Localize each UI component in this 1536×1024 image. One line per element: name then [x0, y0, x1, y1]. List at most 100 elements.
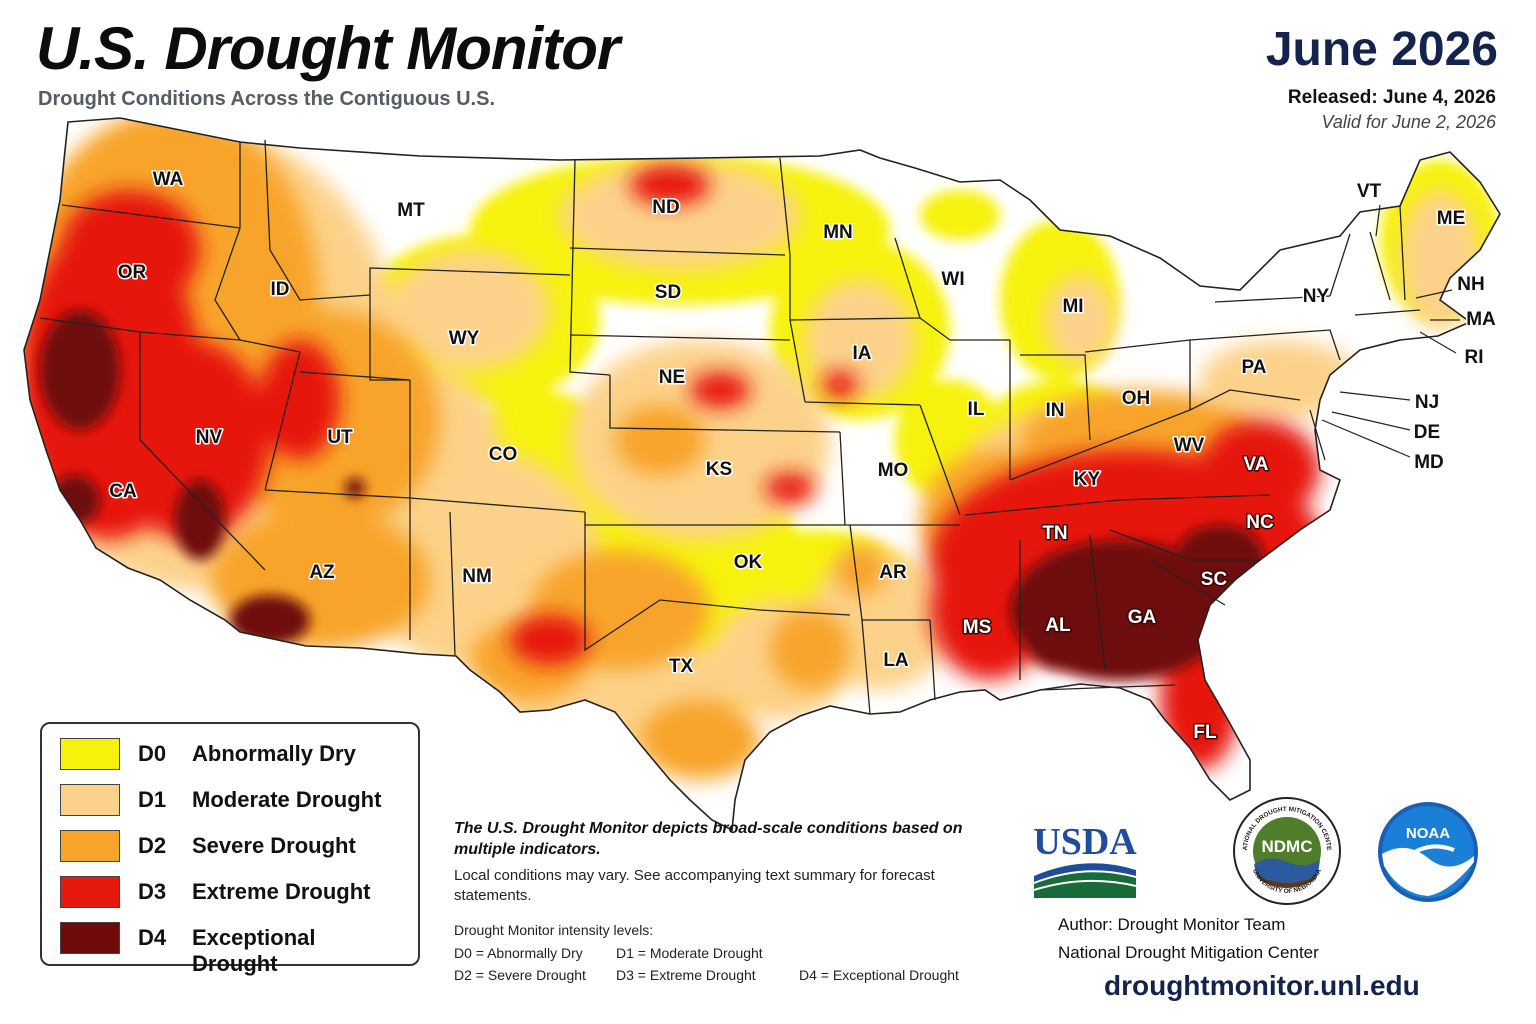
legend-code: D4 — [138, 925, 167, 950]
author: Author: Drought Monitor Team — [1058, 915, 1286, 934]
level-d0: D0 = Abnormally Dry — [454, 945, 583, 961]
state-label-az: AZ — [309, 562, 335, 583]
state-label-ms: MS — [963, 617, 992, 638]
state-label-wy: WY — [449, 328, 480, 349]
state-label-fl: FL — [1193, 722, 1217, 743]
level-d3: D3 = Extreme Drought — [616, 967, 756, 983]
state-label-mi: MI — [1062, 296, 1083, 317]
legend-item-d3: D3 Extreme Drought — [60, 876, 400, 910]
legend-label: Exceptional Drought — [192, 925, 316, 976]
state-label-ma: MA — [1466, 309, 1496, 330]
state-label-nj: NJ — [1415, 392, 1439, 413]
state-label-wv: WV — [1174, 435, 1205, 456]
state-label-oh: OH — [1122, 388, 1151, 409]
map-title: U.S. Drought Monitor — [36, 15, 620, 82]
leader-line-ri — [1419, 331, 1457, 354]
state-label-co: CO — [489, 444, 518, 465]
usda-logo-text: USDA — [1033, 821, 1137, 863]
usda-logo: USDA — [1033, 821, 1137, 898]
legend-swatch-d0 — [60, 738, 120, 770]
state-label-ri: RI — [1465, 347, 1484, 368]
state-label-sd: SD — [655, 282, 681, 303]
legend-code: D0 — [138, 741, 167, 766]
note-main: The U.S. Drought Monitor depicts broad-s… — [454, 820, 963, 858]
legend-swatch-d2 — [60, 830, 120, 862]
state-label-al: AL — [1045, 615, 1071, 636]
legend-item-d4: D4 Exceptional Drought — [60, 922, 400, 976]
state-label-mn: MN — [823, 222, 853, 243]
state-label-vt: VT — [1357, 181, 1382, 202]
state-label-ne: NE — [659, 367, 685, 388]
state-label-nm: NM — [462, 566, 492, 587]
state-label-va: VA — [1244, 454, 1269, 475]
leader-line-nj — [1339, 391, 1411, 401]
legend-item-d0: D0 Abnormally Dry — [60, 738, 400, 772]
legend-swatch-d1 — [60, 784, 120, 816]
legend-code: D2 — [138, 833, 167, 858]
state-labels: WA OR CA ID NV MT WY UT AZ CO NM ND SD NE KS OK TX MN IA MO… — [108, 168, 1498, 745]
organization: National Drought Mitigation Center — [1058, 943, 1319, 962]
state-label-wi: WI — [941, 269, 964, 290]
leader-line-de — [1331, 411, 1411, 431]
state-label-nh: NH — [1457, 274, 1484, 295]
website-link[interactable]: droughtmonitor.unl.edu — [1104, 970, 1420, 1001]
state-label-id: ID — [271, 279, 290, 300]
state-label-nc: NC — [1246, 512, 1274, 533]
valid-date: Valid for June 2, 2026 — [1321, 112, 1496, 132]
state-borders — [23, 117, 1501, 832]
map-subtitle: Drought Conditions Across the Contiguous… — [38, 88, 496, 110]
legend-swatch-d4 — [60, 922, 120, 954]
state-label-wa: WA — [153, 169, 184, 190]
state-label-ut: UT — [327, 427, 353, 448]
layer-d4 — [40, 310, 1265, 680]
legend-swatch-d3 — [60, 876, 120, 908]
legend-label: Extreme Drought — [192, 879, 371, 904]
state-label-ga: GA — [1128, 607, 1157, 628]
level-d2: D2 = Severe Drought — [454, 967, 586, 983]
state-label-ks: KS — [706, 459, 732, 480]
state-label-or: OR — [118, 262, 147, 283]
state-label-nd: ND — [652, 197, 679, 218]
leader-line-md — [1321, 419, 1411, 458]
leader-line-vt — [1375, 204, 1381, 237]
state-label-ok: OK — [734, 552, 763, 573]
ndmc-logo-text: NDMC — [1262, 837, 1313, 856]
legend: D0 Abnormally Dry D1 Moderate Drought D2… — [40, 722, 420, 976]
state-label-sc: SC — [1201, 569, 1228, 590]
state-label-tn: TN — [1042, 523, 1067, 544]
noaa-logo: NOAA — [1378, 802, 1478, 902]
state-label-tx: TX — [669, 656, 694, 677]
map-date: June 2026 — [1265, 23, 1498, 76]
state-label-pa: PA — [1242, 357, 1267, 378]
state-label-ar: AR — [879, 562, 907, 583]
state-label-mo: MO — [878, 460, 909, 481]
state-label-in: IN — [1046, 400, 1065, 421]
noaa-logo-text: NOAA — [1406, 825, 1450, 842]
state-label-de: DE — [1414, 422, 1440, 443]
levels-header: Drought Monitor intensity levels: — [454, 922, 654, 938]
legend-item-d1: D1 Moderate Drought — [60, 784, 400, 818]
state-label-md: MD — [1414, 452, 1444, 473]
release-date: Released: June 4, 2026 — [1287, 87, 1496, 108]
level-d1: D1 = Moderate Drought — [616, 945, 763, 961]
state-label-mt: MT — [397, 200, 425, 221]
state-label-nv: NV — [196, 427, 223, 448]
state-label-la: LA — [883, 650, 909, 671]
state-label-ny: NY — [1303, 286, 1330, 307]
legend-label: Moderate Drought — [192, 787, 382, 812]
legend-item-d2: D2 Severe Drought — [60, 830, 400, 864]
state-label-ky: KY — [1074, 469, 1101, 490]
state-label-ia: IA — [853, 343, 872, 364]
legend-label: Abnormally Dry — [192, 741, 356, 766]
note-sub: Local conditions may vary. See accompany… — [454, 867, 935, 904]
state-label-il: IL — [968, 399, 985, 420]
state-label-ca: CA — [109, 481, 137, 502]
legend-code: D3 — [138, 879, 167, 904]
state-label-me: ME — [1437, 208, 1466, 229]
ndmc-logo: NDMC NATIONAL DROUGHT MITIGATION CENTER … — [1232, 796, 1341, 905]
leader-line-nh — [1415, 289, 1453, 299]
level-d4: D4 = Exceptional Drought — [799, 967, 959, 983]
legend-label: Severe Drought — [192, 833, 356, 858]
legend-code: D1 — [138, 787, 167, 812]
